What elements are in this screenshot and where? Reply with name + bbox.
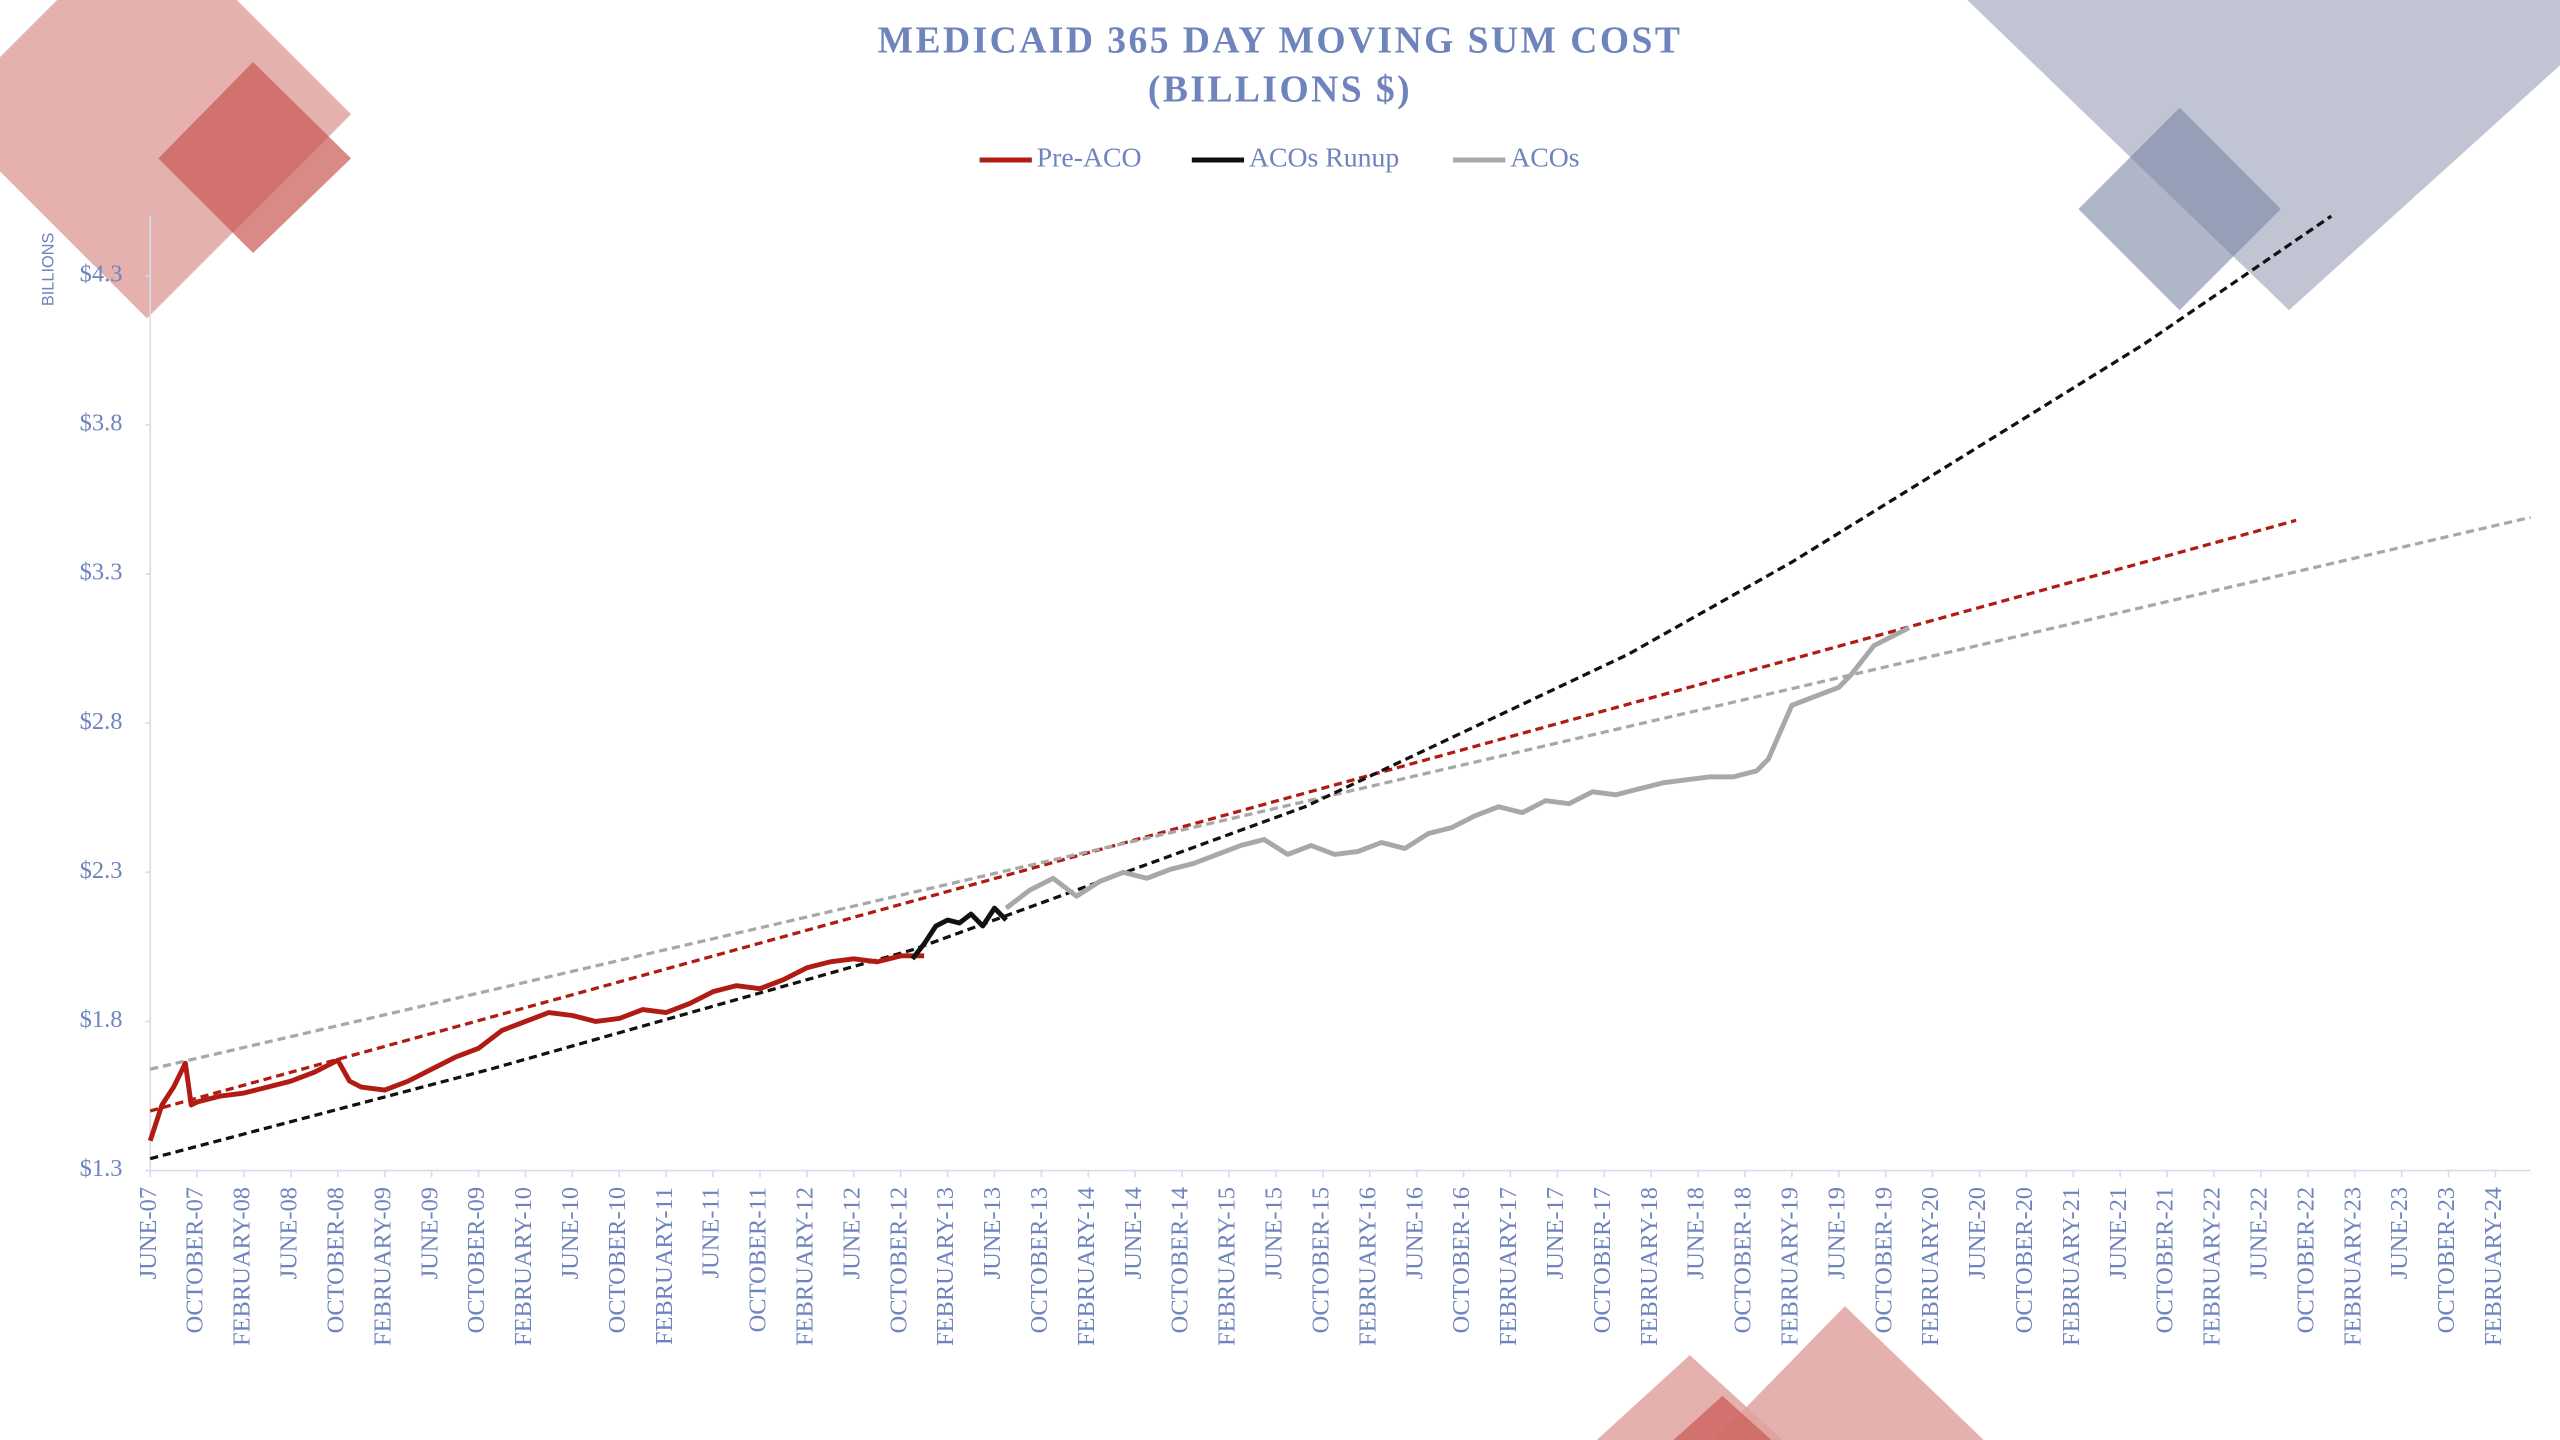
x-tick-label: FEBRUARY-13 bbox=[932, 1187, 959, 1346]
x-tick-label: OCTOBER-12 bbox=[885, 1187, 912, 1333]
x-tick-label: FEBRUARY-19 bbox=[1776, 1187, 1803, 1346]
x-tick-label: OCTOBER-22 bbox=[2292, 1187, 2319, 1333]
x-tick-label: OCTOBER-20 bbox=[2011, 1187, 2038, 1333]
x-tick-label: OCTOBER-10 bbox=[604, 1187, 631, 1333]
x-tick-label: OCTOBER-15 bbox=[1307, 1187, 1334, 1333]
x-tick-label: OCTOBER-21 bbox=[2152, 1187, 2179, 1333]
x-tick-label: OCTOBER-19 bbox=[1870, 1187, 1897, 1333]
x-tick-label: FEBRUARY-09 bbox=[369, 1187, 396, 1346]
y-tick-label: $2.8 bbox=[80, 708, 123, 735]
x-tick-label: JUNE-11 bbox=[698, 1187, 725, 1279]
x-tick-label: FEBRUARY-23 bbox=[2339, 1187, 2366, 1346]
y-tick-label: $2.3 bbox=[80, 857, 123, 884]
x-tick-label: FEBRUARY-24 bbox=[2480, 1187, 2507, 1346]
chart-title: MEDICAID 365 DAY MOVING SUM COST bbox=[878, 21, 1683, 62]
x-tick-label: JUNE-20 bbox=[1964, 1187, 1991, 1279]
trendline bbox=[150, 517, 2530, 1069]
x-tick-label: OCTOBER-08 bbox=[322, 1187, 349, 1333]
x-tick-label: OCTOBER-18 bbox=[1730, 1187, 1757, 1333]
x-tick-label: FEBRUARY-12 bbox=[791, 1187, 818, 1346]
x-tick-label: OCTOBER-17 bbox=[1589, 1187, 1616, 1333]
x-tick-label: JUNE-14 bbox=[1120, 1187, 1147, 1279]
x-tick-label: OCTOBER-09 bbox=[463, 1187, 490, 1333]
y-tick-label: $3.3 bbox=[80, 559, 123, 586]
x-tick-label: OCTOBER-07 bbox=[182, 1187, 209, 1333]
y-tick-label: $1.3 bbox=[80, 1155, 123, 1182]
x-tick-label: JUNE-19 bbox=[1823, 1187, 1850, 1279]
trendline bbox=[150, 216, 2331, 1159]
legend-label: Pre-ACO bbox=[1037, 142, 1142, 173]
x-tick-label: OCTOBER-13 bbox=[1026, 1187, 1053, 1333]
x-tick-label: OCTOBER-14 bbox=[1167, 1187, 1194, 1333]
x-tick-label: JUNE-10 bbox=[557, 1187, 584, 1279]
x-tick-label: JUNE-07 bbox=[135, 1187, 162, 1279]
x-tick-label: FEBRUARY-18 bbox=[1636, 1187, 1663, 1346]
x-tick-label: JUNE-13 bbox=[979, 1187, 1006, 1279]
x-tick-label: JUNE-12 bbox=[838, 1187, 865, 1279]
series-line bbox=[150, 956, 924, 1141]
x-tick-label: FEBRUARY-14 bbox=[1073, 1187, 1100, 1346]
x-tick-label: JUNE-17 bbox=[1542, 1187, 1569, 1279]
y-axis-label: BILLIONS bbox=[39, 233, 57, 307]
x-tick-label: OCTOBER-16 bbox=[1448, 1187, 1475, 1333]
trendline bbox=[150, 520, 2296, 1111]
x-tick-label: JUNE-22 bbox=[2246, 1187, 2273, 1279]
legend-label: ACOs bbox=[1510, 142, 1579, 173]
chart: MEDICAID 365 DAY MOVING SUM COST (BILLIO… bbox=[0, 0, 2560, 1440]
x-tick-label: JUNE-08 bbox=[276, 1187, 303, 1279]
x-tick-label: FEBRUARY-17 bbox=[1495, 1187, 1522, 1346]
x-tick-label: FEBRUARY-08 bbox=[229, 1187, 256, 1346]
x-tick-label: JUNE-23 bbox=[2386, 1187, 2413, 1279]
chart-subtitle: (BILLIONS $) bbox=[1148, 70, 1412, 111]
x-tick-label: OCTOBER-23 bbox=[2433, 1187, 2460, 1333]
y-tick-label: $4.3 bbox=[80, 260, 123, 287]
y-tick-label: $3.8 bbox=[80, 410, 123, 437]
x-tick-label: FEBRUARY-16 bbox=[1354, 1187, 1381, 1346]
x-tick-label: JUNE-09 bbox=[416, 1187, 443, 1279]
x-tick-label: JUNE-18 bbox=[1683, 1187, 1710, 1279]
x-tick-label: FEBRUARY-21 bbox=[2058, 1187, 2085, 1346]
x-tick-label: JUNE-16 bbox=[1401, 1187, 1428, 1279]
x-tick-label: JUNE-21 bbox=[2105, 1187, 2132, 1279]
x-tick-label: FEBRUARY-22 bbox=[2199, 1187, 2226, 1346]
legend-label: ACOs Runup bbox=[1249, 142, 1399, 173]
y-tick-label: $1.8 bbox=[80, 1006, 123, 1033]
x-tick-label: FEBRUARY-10 bbox=[510, 1187, 537, 1346]
x-tick-label: FEBRUARY-11 bbox=[651, 1187, 678, 1345]
x-tick-label: FEBRUARY-15 bbox=[1214, 1187, 1241, 1346]
x-tick-label: OCTOBER-11 bbox=[745, 1187, 772, 1332]
x-tick-label: JUNE-15 bbox=[1261, 1187, 1288, 1279]
x-tick-label: FEBRUARY-20 bbox=[1917, 1187, 1944, 1346]
